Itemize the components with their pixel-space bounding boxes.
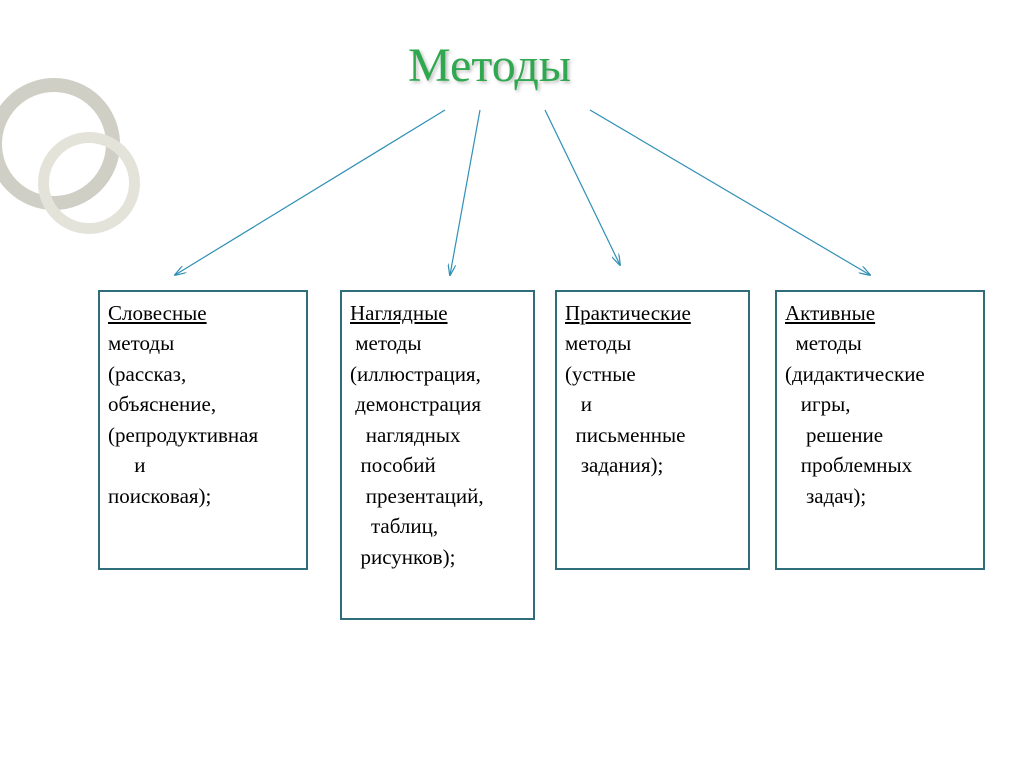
method-heading: Наглядные (350, 301, 448, 325)
method-heading: Активные (785, 301, 875, 325)
method-body: методы(дидактические игры, решение пробл… (785, 331, 925, 507)
method-box-active: Активные методы(дидактические игры, реше… (775, 290, 985, 570)
method-heading: Словесные (108, 301, 207, 325)
slide: Методы Словесные методы(рассказ,объяснен… (0, 0, 1024, 768)
method-body: методы(иллюстрация, демонстрация наглядн… (350, 331, 484, 568)
method-heading: Практические (565, 301, 691, 325)
method-box-practical: Практические методы(устные и письменные … (555, 290, 750, 570)
slide-title: Методы (408, 38, 571, 93)
method-box-visual: Наглядные методы(иллюстрация, демонстрац… (340, 290, 535, 620)
method-body: методы(рассказ,объяснение,(репродуктивна… (108, 331, 258, 507)
method-body: методы(устные и письменные задания); (565, 331, 685, 477)
method-box-verbal: Словесные методы(рассказ,объяснение,(реп… (98, 290, 308, 570)
decoration-ring-small (38, 132, 140, 234)
